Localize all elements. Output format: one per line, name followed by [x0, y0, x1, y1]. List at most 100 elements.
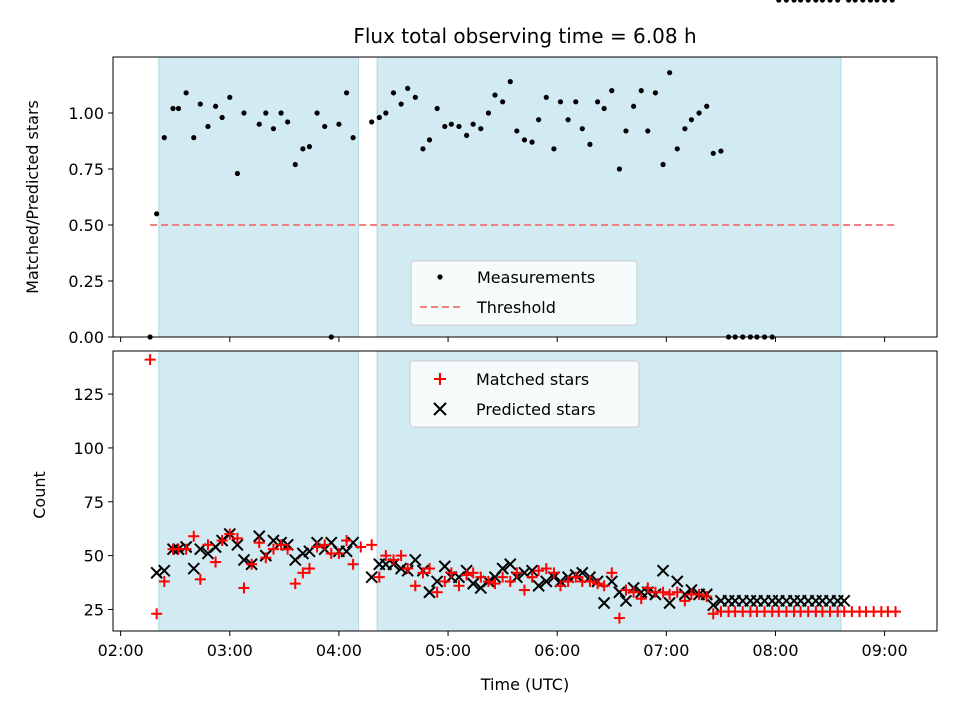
- measurement-point: [835, 0, 841, 3]
- chart-title: Flux total observing time = 6.08 h: [353, 24, 696, 48]
- matched-star-point: [202, 539, 214, 551]
- matched-star-point: [180, 543, 192, 555]
- measurement-point: [565, 117, 571, 123]
- measurement-point: [514, 128, 520, 134]
- measurement-point: [350, 135, 356, 141]
- matched-star-point: [467, 567, 479, 579]
- legend-matched-label: Matched stars: [476, 370, 589, 389]
- matched-star-point: [701, 591, 713, 603]
- measurement-point: [845, 0, 852, 3]
- legend-measurements-label: Measurements: [477, 268, 595, 287]
- measurement-point: [343, 90, 350, 96]
- matched-star-point: [511, 567, 523, 579]
- measurement-point: [470, 121, 476, 127]
- matched-star-point: [707, 608, 719, 620]
- matched-star-point: [282, 543, 294, 555]
- matched-star-point: [355, 541, 367, 553]
- matched-star-point: [562, 575, 574, 587]
- predicted-star-point: [671, 575, 684, 588]
- measurement-point: [710, 150, 716, 156]
- top-y-tick-label: 0.25: [68, 272, 104, 291]
- measurement-point: [652, 90, 659, 96]
- bottom-shaded-interval: [158, 350, 360, 632]
- matched-star-point: [409, 580, 421, 592]
- predicted-star-point: [150, 566, 163, 580]
- bottom-y-tick-label: 25: [84, 600, 104, 619]
- measurement-point: [314, 110, 320, 116]
- matched-star-point: [311, 541, 323, 553]
- measurement-point: [852, 0, 858, 3]
- top-y-axis-label: Matched/Predicted stars: [23, 100, 42, 294]
- top-legend-box: [410, 260, 638, 326]
- matched-star-point: [606, 567, 618, 579]
- bottom-x-ticks: 02:00 03:00 04:00 05:00 06:00 07:00 08:00 09:00: [98, 631, 908, 660]
- measurement-point: [594, 99, 601, 105]
- measurement-point: [227, 94, 233, 100]
- matched-star-point: [210, 556, 222, 568]
- matched-star-point: [303, 563, 315, 575]
- matched-star-point: [297, 567, 309, 579]
- measurement-point: [805, 0, 811, 3]
- top-y-tick-label: 0.75: [68, 160, 104, 179]
- matched-star-point: [417, 567, 429, 579]
- matched-star-point: [548, 567, 560, 579]
- measurement-point: [507, 79, 513, 85]
- measurement-point: [405, 85, 411, 91]
- measurement-point: [551, 146, 557, 152]
- predicted-star-point: [838, 594, 851, 608]
- matched-star-point: [489, 578, 501, 590]
- matched-star-point: [224, 528, 236, 540]
- matched-star-point: [275, 539, 287, 551]
- matched-star-point: [333, 547, 345, 559]
- measurement-point: [667, 70, 673, 76]
- matched-star-point: [387, 554, 399, 566]
- measurement-point: [529, 139, 535, 145]
- measurement-point: [889, 0, 895, 3]
- measurement-point: [376, 114, 382, 121]
- matched-star-point: [628, 586, 640, 598]
- matched-star-point: [890, 606, 902, 618]
- predicted-star-point: [340, 545, 353, 558]
- predicted-star-point: [423, 586, 436, 599]
- matched-star-point: [613, 612, 625, 624]
- measurement-point: [154, 211, 160, 217]
- matched-star-point: [253, 537, 265, 549]
- measurement-point: [623, 128, 629, 134]
- predicted-star-point: [504, 558, 517, 571]
- top-y-tick-label: 1.00: [68, 104, 104, 123]
- top-panel: 0.00 0.25 0.50 0.75 1.00 Matched/Predicted s…: [23, 0, 938, 347]
- matched-star-point: [570, 571, 582, 583]
- measurement-point: [306, 144, 313, 150]
- bottom-y-tick-label: 125: [73, 385, 104, 404]
- matched-star-point: [431, 586, 443, 598]
- matched-star-point: [693, 588, 705, 600]
- matched-star-point: [679, 595, 691, 607]
- measurement-point: [448, 121, 454, 127]
- matched-star-point: [341, 535, 353, 547]
- matched-star-point: [620, 584, 632, 596]
- measurement-point: [660, 161, 666, 168]
- matched-star-point: [518, 584, 530, 596]
- matched-star-point: [475, 571, 487, 583]
- legend-threshold-label: Threshold: [476, 298, 556, 317]
- matched-star-point: [453, 580, 465, 592]
- matched-star-point: [260, 552, 272, 564]
- measurement-point: [175, 105, 182, 112]
- bottom-panel: 25 50 75 100 125 02:00 03:00 04:00 05:00 06:00 07…: [30, 350, 938, 694]
- measurement-point: [434, 105, 440, 112]
- measurement-point: [456, 123, 462, 130]
- matched-star-point: [158, 575, 170, 587]
- measurement-point: [197, 101, 203, 107]
- top-y-tick-label: 0.00: [68, 328, 104, 347]
- measurement-point: [219, 114, 225, 121]
- matched-star-point: [482, 575, 494, 587]
- x-tick-label: 05:00: [425, 641, 471, 660]
- x-tick-label: 03:00: [207, 641, 253, 660]
- matched-star-point: [347, 558, 359, 570]
- matched-star-point: [231, 532, 243, 544]
- measurement-point: [256, 121, 262, 127]
- predicted-star-point: [678, 588, 692, 601]
- predicted-star-point: [540, 575, 553, 588]
- measurement-point: [557, 99, 564, 105]
- matched-star-point: [497, 571, 509, 583]
